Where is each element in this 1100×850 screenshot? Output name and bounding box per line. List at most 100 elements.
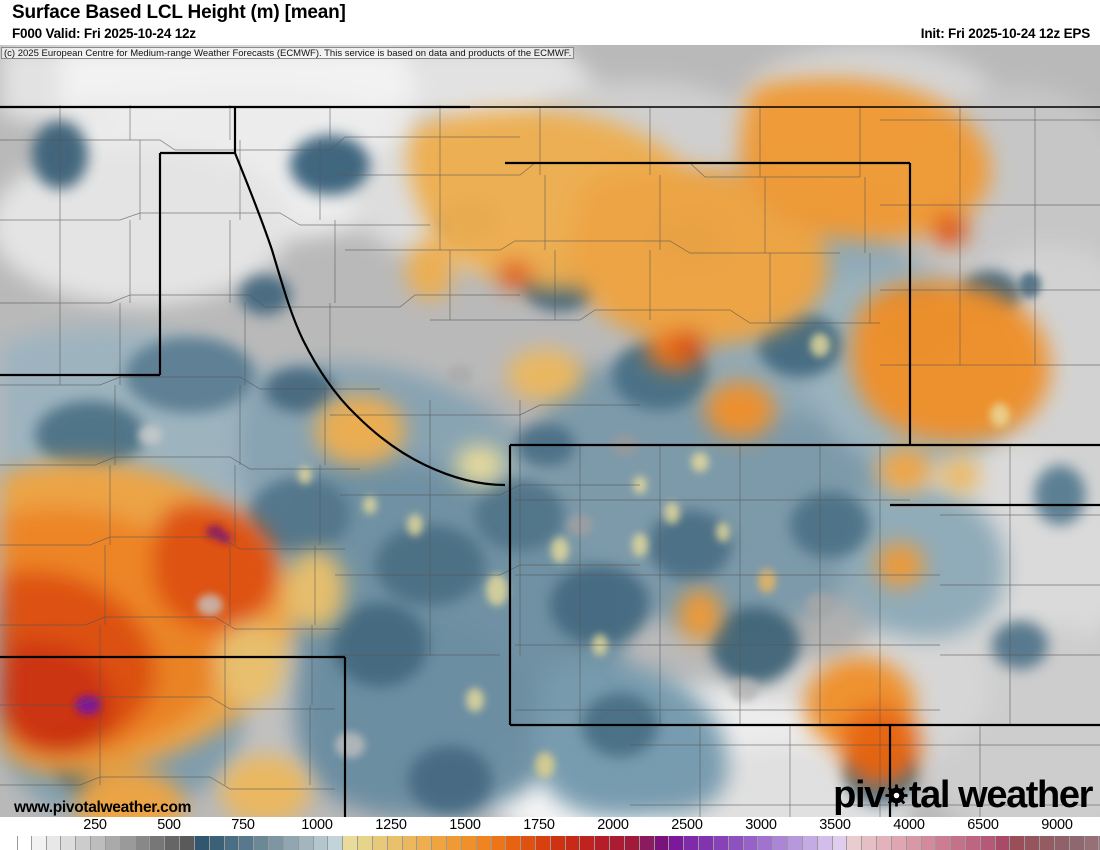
colorbar-swatch[interactable] <box>654 836 670 850</box>
colorbar-swatch[interactable] <box>91 836 106 850</box>
colorbar-tick-500: 500 <box>157 817 181 833</box>
colorbar-tick-750: 750 <box>231 817 255 833</box>
colorbar-swatch[interactable] <box>254 836 270 850</box>
colorbar-swatch[interactable] <box>877 836 892 850</box>
map-canvas[interactable]: (c) 2025 European Centre for Medium-rang… <box>0 45 1100 817</box>
colorbar-swatch[interactable] <box>773 836 789 850</box>
colorbar-swatch[interactable] <box>17 836 32 850</box>
colorbar-swatch[interactable] <box>906 836 922 850</box>
colorbar-swatch[interactable] <box>966 836 981 850</box>
page-title: Surface Based LCL Height (m) [mean] <box>12 2 346 23</box>
colorbar-swatch[interactable] <box>298 836 314 850</box>
colorbar-tick-250: 250 <box>83 817 107 833</box>
colorbar-swatch[interactable] <box>521 836 536 850</box>
colorbar-swatch[interactable] <box>372 836 388 850</box>
colorbar-swatch[interactable] <box>743 836 759 850</box>
colorbar-swatch[interactable] <box>120 836 136 850</box>
colorbar-swatch[interactable] <box>105 836 121 850</box>
colorbar-tick-2000: 2000 <box>597 817 629 833</box>
colorbar-swatch[interactable] <box>624 836 640 850</box>
colorbar-swatch[interactable] <box>343 836 359 850</box>
gear-icon <box>885 783 908 807</box>
colorbar-swatch[interactable] <box>506 836 522 850</box>
colorbar-swatch[interactable] <box>550 836 566 850</box>
colorbar-swatch[interactable] <box>150 836 166 850</box>
colorbar-swatch[interactable] <box>76 836 92 850</box>
colorbar-swatch[interactable] <box>817 836 833 850</box>
colorbar-swatch[interactable] <box>432 836 448 850</box>
colorbar-swatch[interactable] <box>891 836 907 850</box>
pivotal-weather-logo[interactable]: piv tal <box>833 774 1094 816</box>
logo-text-after: tal weather <box>908 774 1094 816</box>
colorbar-swatch[interactable] <box>595 836 611 850</box>
colorbar-swatch[interactable] <box>491 836 507 850</box>
colorbar-swatch[interactable] <box>476 836 492 850</box>
valid-time-label: F000 Valid: Fri 2025-10-24 12z <box>12 26 196 41</box>
colorbar-swatch[interactable] <box>328 836 344 850</box>
county-boundaries <box>0 105 1100 817</box>
colorbar-swatch[interactable] <box>1010 836 1026 850</box>
colorbar-swatch[interactable] <box>31 836 47 850</box>
colorbar-tick-4000: 4000 <box>893 817 925 833</box>
colorbar-swatch[interactable] <box>788 836 803 850</box>
header-bar: Surface Based LCL Height (m) [mean] F000… <box>0 0 1100 45</box>
colorbar-tick-2500: 2500 <box>671 817 703 833</box>
colorbar-tick-labels: 250 500 750 1000 1250 1500 1750 2000 2500 3000 350… <box>0 817 1100 835</box>
colorbar-swatch[interactable] <box>283 836 299 850</box>
colorbar-swatch[interactable] <box>135 836 151 850</box>
colorbar-swatch[interactable] <box>387 836 403 850</box>
colorbar-swatch[interactable] <box>713 836 729 850</box>
colorbar-swatches[interactable] <box>17 836 1100 850</box>
colorbar-swatch[interactable] <box>980 836 996 850</box>
colorbar-swatch[interactable] <box>402 836 418 850</box>
colorbar-swatch[interactable] <box>684 836 700 850</box>
colorbar-tick-1000: 1000 <box>301 817 333 833</box>
colorbar-swatch[interactable] <box>995 836 1011 850</box>
colorbar-swatch[interactable] <box>313 836 329 850</box>
colorbar-swatch[interactable] <box>1054 836 1070 850</box>
colorbar-swatch[interactable] <box>951 836 966 850</box>
colorbar-swatch[interactable] <box>921 836 937 850</box>
colorbar-swatch[interactable] <box>832 836 848 850</box>
colorbar-swatch[interactable] <box>669 836 685 850</box>
colorbar-swatch[interactable] <box>61 836 77 850</box>
colorbar-swatch[interactable] <box>535 836 551 850</box>
colorbar-swatch[interactable] <box>461 836 477 850</box>
colorbar-swatch[interactable] <box>224 836 240 850</box>
colorbar-swatch[interactable] <box>610 836 625 850</box>
colorbar-tick-6500: 6500 <box>967 817 999 833</box>
colorbar-swatch[interactable] <box>639 836 655 850</box>
colorbar-swatch[interactable] <box>447 836 462 850</box>
colorbar-swatch[interactable] <box>580 836 596 850</box>
colorbar-swatch[interactable] <box>1069 836 1085 850</box>
site-url-label[interactable]: www.pivotalweather.com <box>14 799 192 816</box>
colorbar-swatch[interactable] <box>1025 836 1041 850</box>
colorbar-swatch[interactable] <box>699 836 714 850</box>
colorbar-swatch[interactable] <box>758 836 774 850</box>
colorbar-swatch[interactable] <box>180 836 195 850</box>
colorbar-swatch[interactable] <box>565 836 581 850</box>
colorbar-swatch[interactable] <box>728 836 744 850</box>
colorbar-swatch[interactable] <box>1040 836 1055 850</box>
colorbar[interactable]: 250 500 750 1000 1250 1500 1750 2000 2500 3000 350… <box>0 817 1100 850</box>
colorbar-swatch[interactable] <box>209 836 225 850</box>
colorbar-swatch[interactable] <box>1084 836 1100 850</box>
colorbar-swatch[interactable] <box>802 836 818 850</box>
logo-text-before: piv <box>833 774 885 816</box>
colorbar-swatch[interactable] <box>936 836 952 850</box>
colorbar-tick-1750: 1750 <box>523 817 555 833</box>
colorbar-swatch[interactable] <box>46 836 62 850</box>
colorbar-swatch[interactable] <box>269 836 284 850</box>
ecmwf-attribution: (c) 2025 European Centre for Medium-rang… <box>1 47 575 59</box>
colorbar-swatch[interactable] <box>358 836 373 850</box>
colorbar-swatch[interactable] <box>165 836 181 850</box>
colorbar-tick-1500: 1500 <box>449 817 481 833</box>
colorbar-tick-3500: 3500 <box>819 817 851 833</box>
colorbar-tick-9000: 9000 <box>1041 817 1073 833</box>
colorbar-swatch[interactable] <box>239 836 255 850</box>
colorbar-swatch[interactable] <box>847 836 863 850</box>
colorbar-swatch[interactable] <box>417 836 433 850</box>
colorbar-swatch[interactable] <box>194 836 210 850</box>
colorbar-swatch[interactable] <box>862 836 878 850</box>
